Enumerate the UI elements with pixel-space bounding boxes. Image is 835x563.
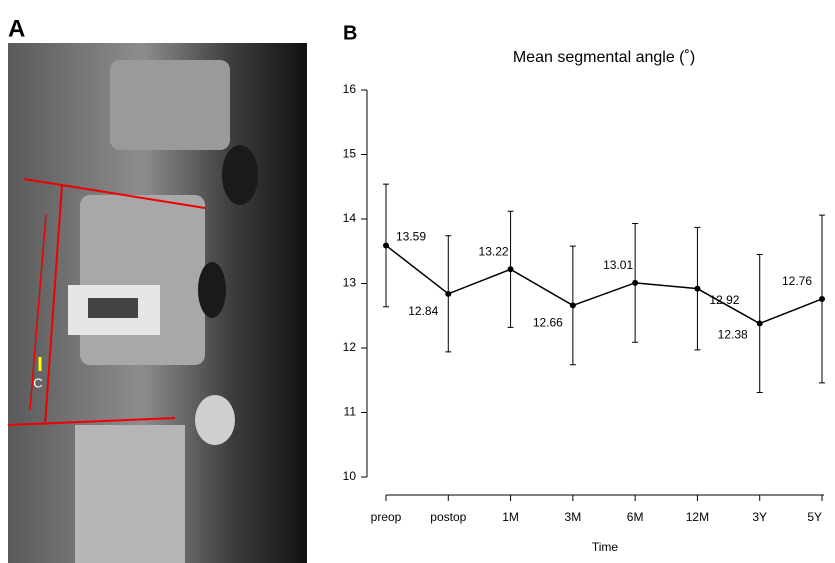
- point: [632, 280, 638, 286]
- y-tick-label: 10: [343, 469, 357, 483]
- point: [757, 320, 763, 326]
- x-tick-label: postop: [430, 510, 466, 524]
- xray-image: C: [8, 43, 307, 563]
- data-label: 13.22: [479, 244, 509, 258]
- y-tick-label: 16: [343, 82, 357, 96]
- chart-title: Mean segmental angle (˚): [513, 49, 695, 66]
- data-label: 13.01: [603, 258, 633, 272]
- data-label: 12.38: [718, 328, 748, 342]
- point: [383, 242, 389, 248]
- y-tick-label: 11: [344, 405, 357, 419]
- data-label: 12.84: [408, 304, 438, 318]
- data-label: 12.92: [709, 293, 739, 307]
- x-tick-label: 6M: [627, 510, 644, 524]
- x-axis-label: Time: [592, 540, 619, 554]
- x-tick-label: 12M: [686, 510, 709, 524]
- point: [508, 266, 514, 272]
- x-tick-label: 3Y: [752, 510, 767, 524]
- panel-label: A: [8, 15, 25, 42]
- x-tick-label: 5Y: [807, 510, 822, 524]
- figure: A B C Mean segmental angle (˚) Time 10 11…: [0, 0, 835, 563]
- data-label: 12.66: [533, 316, 563, 330]
- y-tick-label: 12: [343, 340, 357, 354]
- x-tick-label: preop: [371, 510, 402, 524]
- data-label: 13.59: [396, 230, 426, 244]
- image-label: C: [33, 375, 42, 390]
- point: [570, 302, 576, 308]
- page: A B C Mean segmental angle (˚) Time 10 11…: [0, 0, 835, 563]
- y-tick-label: 13: [343, 276, 357, 290]
- data-label: 12.76: [782, 274, 812, 288]
- point: [819, 296, 825, 302]
- point: [694, 286, 700, 292]
- x-tick-label: 3M: [565, 510, 582, 524]
- point: [445, 291, 451, 297]
- y-tick-label: 14: [343, 211, 357, 225]
- panel-label: B: [343, 22, 357, 44]
- y-tick-label: 15: [343, 147, 357, 161]
- x-tick-label: 1M: [502, 510, 519, 524]
